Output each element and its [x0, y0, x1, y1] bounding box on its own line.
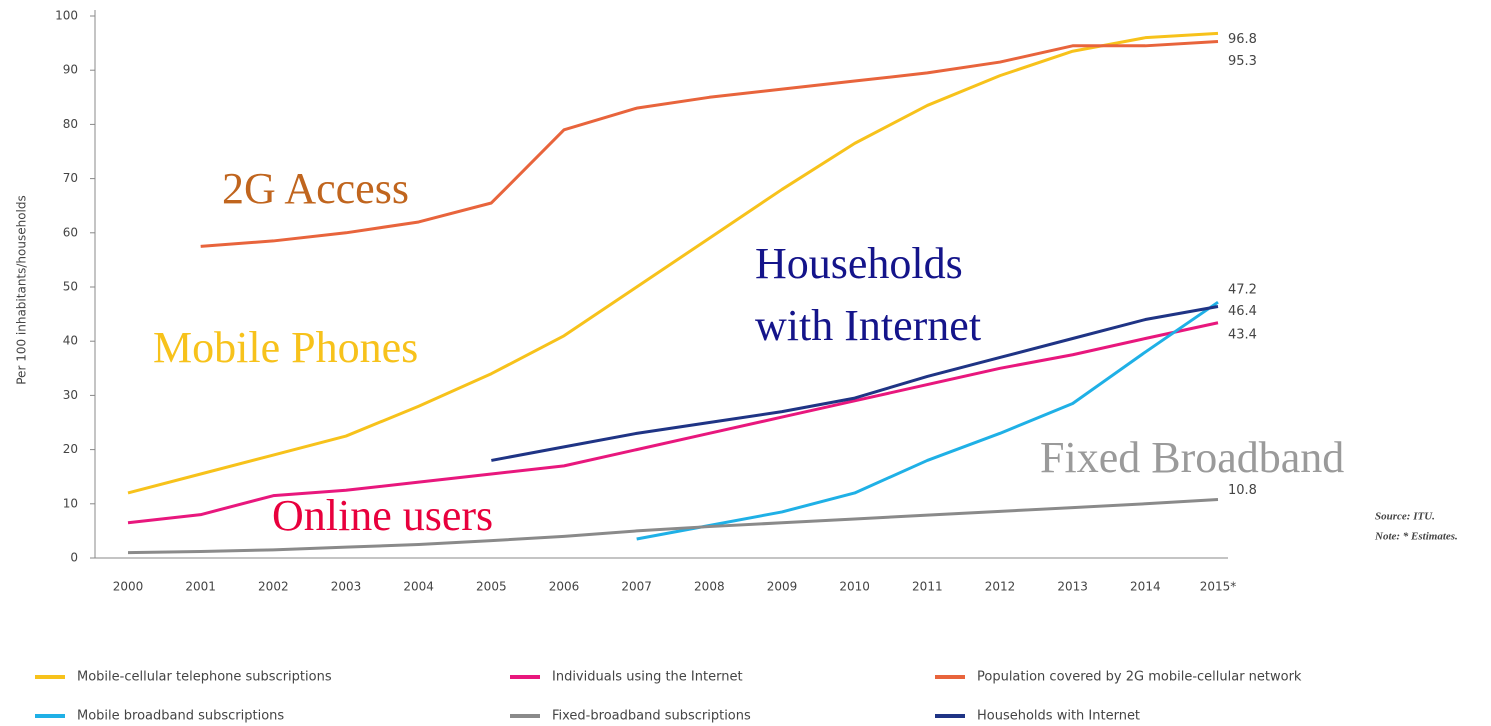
x-tick-label: 2002 — [258, 580, 289, 594]
x-tick-label: 2000 — [113, 580, 144, 594]
annotation: Online users — [272, 491, 493, 540]
annotation: 2G Access — [222, 164, 409, 213]
x-tick-label: 2012 — [985, 580, 1016, 594]
source: Source: ITU. — [1375, 511, 1435, 523]
annotation: Fixed Broadband — [1040, 433, 1344, 482]
legend-label: Households with Internet — [977, 709, 1140, 724]
x-tick-label: 2008 — [694, 580, 725, 594]
end-value-label: 46.4 — [1228, 304, 1257, 319]
x-tick-label: 2011 — [912, 580, 943, 594]
annotation: Households — [755, 239, 963, 288]
end-value-label: 43.4 — [1228, 327, 1257, 342]
x-tick-label: 2004 — [403, 580, 434, 594]
x-tick-label: 2007 — [621, 580, 652, 594]
x-tick-label: 2015* — [1200, 580, 1237, 594]
y-tick-label: 80 — [63, 117, 78, 131]
annotation: Mobile Phones — [153, 323, 418, 372]
y-tick-label: 90 — [63, 63, 78, 77]
x-tick-label: 2005 — [476, 580, 507, 594]
note: Note: * Estimates. — [1374, 531, 1458, 543]
x-tick-label: 2013 — [1057, 580, 1088, 594]
x-tick-label: 2001 — [185, 580, 216, 594]
y-axis-label: Per 100 inhabitants/households — [15, 195, 29, 385]
y-tick-label: 40 — [63, 334, 78, 348]
series-line — [636, 300, 1219, 541]
legend-label: Individuals using the Internet — [552, 670, 743, 685]
series-line — [200, 39, 1219, 248]
series-line — [127, 31, 1219, 495]
y-tick-label: 10 — [63, 496, 78, 510]
end-value-label: 95.3 — [1228, 54, 1257, 69]
end-value-label: 10.8 — [1228, 483, 1257, 498]
x-tick-label: 2006 — [549, 580, 580, 594]
series-line — [127, 321, 1219, 525]
x-tick-label: 2014 — [1130, 580, 1161, 594]
x-tick-label: 2003 — [331, 580, 362, 594]
annotation: with Internet — [755, 301, 981, 350]
y-tick-label: 50 — [63, 280, 78, 294]
legend-label: Mobile broadband subscriptions — [77, 709, 284, 724]
legend-label: Mobile-cellular telephone subscriptions — [77, 670, 332, 685]
y-tick-label: 20 — [63, 442, 78, 456]
x-tick-label: 2010 — [839, 580, 870, 594]
legend-label: Population covered by 2G mobile-cellular… — [977, 670, 1302, 685]
y-tick-label: 70 — [63, 171, 78, 185]
y-tick-label: 30 — [63, 388, 78, 402]
end-value-label: 96.8 — [1228, 32, 1257, 47]
end-value-label: 47.2 — [1228, 283, 1257, 298]
y-tick-label: 60 — [63, 225, 78, 239]
y-tick-label: 100 — [55, 9, 78, 23]
series-line — [491, 305, 1219, 462]
legend-label: Fixed-broadband subscriptions — [552, 709, 751, 724]
x-tick-label: 2009 — [767, 580, 798, 594]
series-line — [127, 497, 1219, 555]
y-tick-label: 0 — [70, 551, 78, 565]
